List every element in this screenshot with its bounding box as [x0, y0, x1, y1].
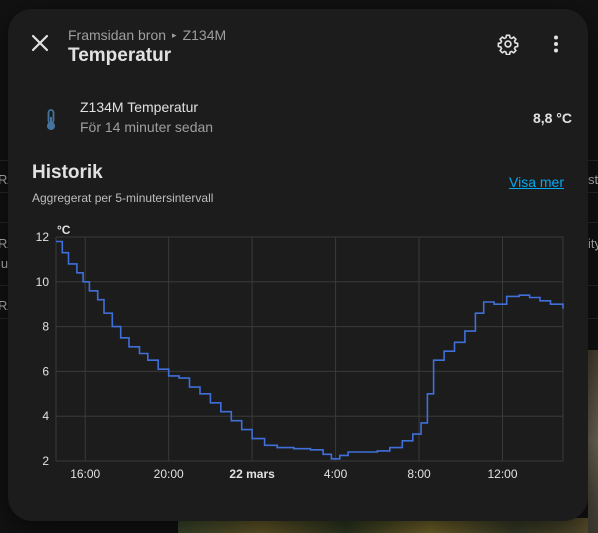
- chart-unit-label: °C: [57, 223, 71, 237]
- entity-last-changed: För 14 minuter sedan: [80, 119, 214, 135]
- close-icon: [31, 34, 49, 52]
- temperature-series-line: [56, 240, 564, 460]
- x-tick-label: 4:00: [324, 467, 348, 481]
- entity-state: 8,8 °C: [532, 110, 572, 126]
- close-button[interactable]: [26, 29, 54, 57]
- breadcrumb: Framsidan bron ▸ Z134M: [68, 27, 226, 43]
- background-photo: [588, 350, 598, 533]
- y-tick-label: 2: [42, 454, 49, 468]
- thermometer-icon: [47, 109, 55, 130]
- history-subtitle: Aggregerat per 5-minutersintervall: [32, 191, 214, 205]
- x-tick-label: 22 mars: [229, 467, 275, 481]
- entity-name: Z134M Temperatur: [80, 99, 199, 115]
- gear-icon: [497, 34, 519, 55]
- background-photo: [178, 518, 598, 533]
- background-text: sta: [588, 172, 598, 187]
- x-tick-label: 12:00: [487, 467, 517, 481]
- x-tick-label: 20:00: [154, 467, 184, 481]
- x-tick-label: 16:00: [70, 467, 100, 481]
- more-vert-icon: [554, 35, 558, 53]
- y-tick-label: 10: [36, 275, 50, 289]
- entity-row[interactable]: Z134M Temperatur För 14 minuter sedan 8,…: [32, 97, 572, 141]
- breadcrumb-device: Z134M: [182, 27, 227, 43]
- y-tick-label: 12: [36, 230, 50, 244]
- chart-y-ticks: 2 4 6 8 10 12: [36, 230, 50, 468]
- y-tick-label: 6: [42, 364, 49, 378]
- y-tick-label: 4: [42, 409, 49, 423]
- more-info-dialog: Framsidan bron ▸ Z134M Temperatur Z134M …: [8, 9, 588, 521]
- chart-x-ticks: 16:00 20:00 22 mars 4:00 8:00 12:00: [70, 467, 518, 481]
- chart-grid: [55, 236, 564, 462]
- show-more-link[interactable]: Visa mer: [509, 174, 564, 190]
- x-tick-label: 8:00: [407, 467, 431, 481]
- breadcrumb-separator-icon: ▸: [172, 29, 177, 40]
- more-options-button[interactable]: [544, 31, 568, 57]
- breadcrumb-area: Framsidan bron: [68, 27, 167, 43]
- y-tick-label: 8: [42, 320, 49, 334]
- settings-button[interactable]: [495, 31, 521, 57]
- dialog-title: Temperatur: [68, 45, 172, 66]
- history-title: Historik: [32, 162, 103, 183]
- background-text: ity: [588, 236, 598, 251]
